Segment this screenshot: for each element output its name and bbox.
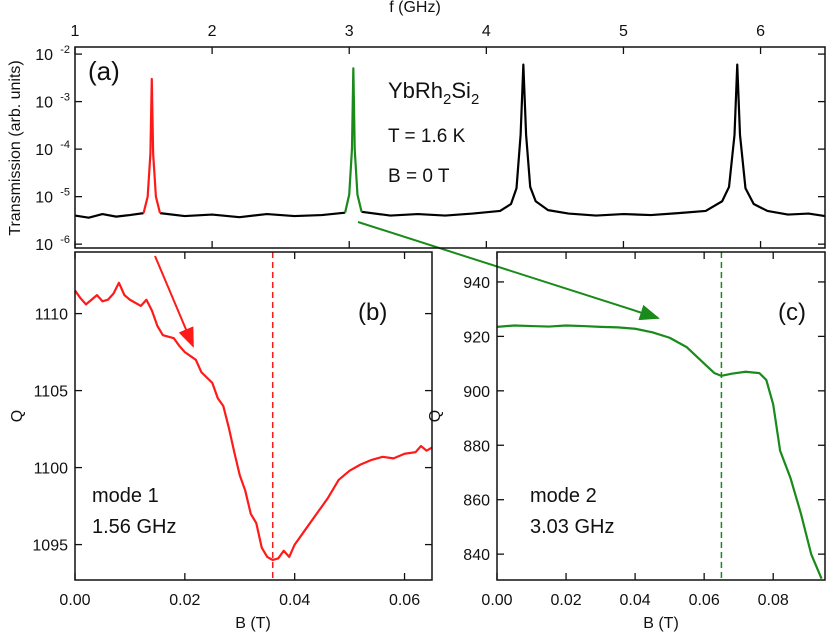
y-tick-exponent: -4	[60, 139, 70, 151]
y-tick-exponent: -5	[60, 187, 70, 199]
annotation: T = 1.6 K	[388, 126, 466, 147]
x-axis-label: B (T)	[235, 615, 271, 632]
annotation-part: YbRh	[388, 78, 443, 103]
x-tick-label: 6	[756, 23, 765, 40]
data-line	[74, 63, 826, 219]
y-tick-label: 1100	[34, 461, 69, 478]
annotation: (a)	[88, 56, 120, 86]
annotation: 3.03 GHz	[530, 516, 614, 538]
y-axis-label: Transmission (arb. units)	[7, 60, 24, 235]
x-tick-label: 1	[71, 23, 80, 40]
annotation: (b)	[358, 299, 387, 326]
x-tick-label: 0.04	[279, 592, 310, 609]
y-tick-label: 840	[463, 547, 490, 564]
y-axis-label: Q	[427, 410, 444, 422]
arrow	[154, 255, 194, 348]
x-tick-label: 3	[345, 23, 354, 40]
annotation-part: 2	[471, 91, 479, 108]
y-tick-exponent: -3	[60, 92, 70, 104]
x-tick-label: 0.00	[481, 592, 512, 609]
y-tick-exponent: -2	[60, 44, 70, 56]
plot-frame	[496, 251, 826, 581]
x-tick-label: 0.02	[550, 592, 581, 609]
x-tick-label: 4	[482, 23, 491, 40]
annotation: (c)	[778, 299, 806, 326]
data-line	[142, 77, 162, 214]
y-tick-base: 10	[35, 142, 53, 159]
x-tick-label: 0.06	[389, 592, 420, 609]
x-axis-label: B (T)	[643, 615, 679, 632]
plot-frame	[74, 251, 433, 581]
y-tick-label: 880	[463, 438, 490, 455]
annotation: mode 2	[530, 485, 597, 507]
x-tick-label: 0.08	[758, 592, 789, 609]
y-tick-label: 1095	[32, 538, 68, 555]
data-line	[344, 67, 363, 213]
annotation-part: Si	[451, 78, 471, 103]
y-tick-base: 10	[35, 95, 53, 112]
arrow	[357, 221, 660, 321]
y-tick-label: 10	[35, 47, 53, 64]
data-line	[496, 324, 823, 580]
x-tick-label: 2	[208, 23, 217, 40]
x-tick-label: 0.00	[59, 592, 90, 609]
y-tick-label: 860	[463, 493, 490, 510]
y-tick-base: 10	[35, 47, 53, 64]
data-line	[74, 281, 433, 562]
y-tick-label: 940	[463, 275, 490, 292]
annotation: B = 0 T	[388, 166, 450, 187]
y-tick-exponent: -6	[60, 234, 70, 246]
x-axis-label: f (GHz)	[389, 0, 441, 16]
annotation-part: 2	[443, 91, 451, 108]
plot-frame	[74, 46, 826, 249]
y-axis-label: Q	[9, 410, 26, 422]
y-tick-label: 10	[35, 95, 53, 112]
y-tick-label: 1105	[34, 384, 69, 401]
y-tick-label: 900	[463, 384, 490, 401]
x-tick-label: 0.02	[169, 592, 200, 609]
annotation: 1.56 GHz	[92, 516, 176, 538]
y-tick-label: 10	[35, 142, 53, 159]
y-tick-label: 920	[463, 329, 490, 346]
y-tick-label: 10	[35, 237, 53, 254]
y-tick-label: 1110	[35, 307, 68, 324]
x-tick-label: 0.04	[620, 592, 651, 609]
y-tick-base: 10	[35, 237, 53, 254]
annotation: YbRh2Si2	[388, 78, 479, 108]
y-tick-label: 10	[35, 190, 53, 207]
x-tick-label: 5	[619, 23, 628, 40]
x-tick-label: 0.06	[689, 592, 720, 609]
annotation: mode 1	[92, 485, 159, 507]
y-tick-base: 10	[35, 190, 53, 207]
